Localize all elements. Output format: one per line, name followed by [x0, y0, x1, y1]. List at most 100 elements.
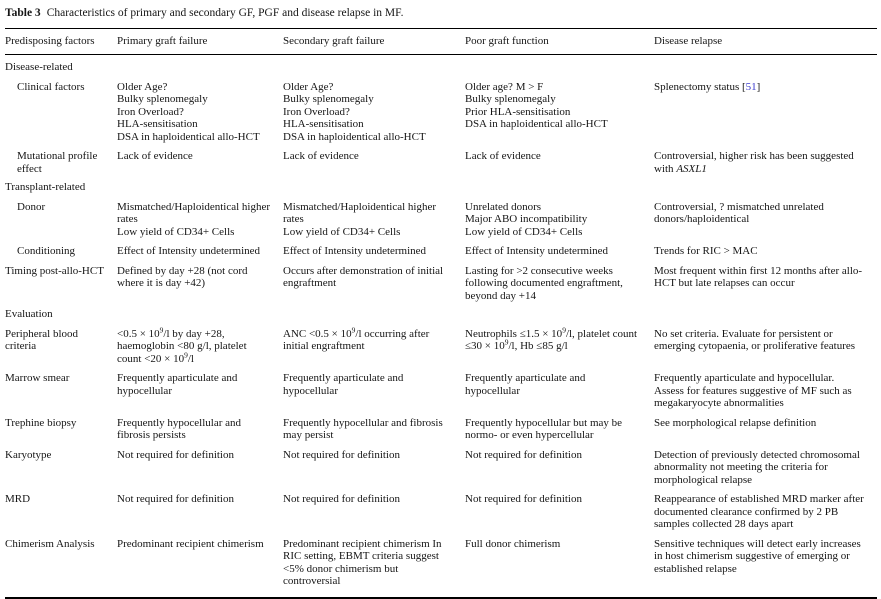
cell-line: Most frequent within first 12 months aft…: [654, 264, 863, 290]
cell-line: DSA in haploidentical allo-HCT: [283, 130, 426, 143]
cell-line: Frequently hypocellular but may be normo…: [465, 416, 623, 442]
cell-line: DSA in haploidentical allo-HCT: [117, 130, 260, 143]
table-row: Karyotype Not required for definition Not …: [5, 442, 877, 487]
cell-line: Neutrophils ≤1.5 × 109/l, platelet count…: [465, 324, 638, 352]
section-label: Disease-related: [5, 61, 73, 73]
table-cell: See morphological relapse definition: [654, 410, 877, 442]
table-caption: Table 3 Characteristics of primary and se…: [5, 6, 877, 20]
cell-line: Reappearance of established MRD marker a…: [654, 493, 864, 530]
table-cell: Not required for definition: [283, 486, 465, 531]
table-cell: Reappearance of established MRD marker a…: [654, 486, 877, 531]
table-cell: Not required for definition: [117, 486, 283, 531]
cell-line: Iron Overload?: [117, 105, 184, 118]
table-row: Peripheral blood criteria <0.5 × 109/l by…: [5, 321, 877, 366]
table-row: Donor Mismatched/Haploidentical higher ra…: [5, 194, 877, 239]
table-body: Disease-related Clinical factors Older Age…: [5, 55, 877, 598]
table-cell: Mismatched/Haploidentical higher rates Lo…: [117, 194, 283, 239]
superscript: 9: [159, 324, 164, 334]
table-cell: Controversial, higher risk has been sugg…: [654, 143, 877, 175]
table-header: Predisposing factors Primary graft failu…: [5, 28, 877, 55]
table-cell: Older Age? Bulky splenomegaly Iron Overloa…: [283, 74, 465, 144]
table-cell: Older age? M > F Bulky splenomegaly Prior …: [465, 74, 654, 144]
table-cell: ANC <0.5 × 109/l occurring after initial…: [283, 321, 465, 366]
cell-line: Predominant recipient chimerism: [117, 537, 264, 550]
table-cell: Lack of evidence: [465, 143, 654, 175]
column-header-primary-graft-failure: Primary graft failure: [117, 28, 283, 55]
cell-line: Bulky splenomegaly: [283, 93, 374, 105]
cell-line: Mismatched/Haploidentical higher rates: [283, 200, 437, 226]
cell-line: Full donor chimerism: [465, 537, 561, 550]
section-row: Evaluation: [5, 302, 877, 321]
table-cell: Frequently hypocellular and fibrosis per…: [117, 410, 283, 442]
cell-line: Older Age?: [117, 80, 168, 93]
table-cell: Full donor chimerism: [465, 531, 654, 598]
cell-line: Not required for definition: [283, 448, 400, 461]
cell-line: Low yield of CD34+ Cells: [283, 225, 401, 238]
cell-line: Defined by day +28 (not cord where it is…: [117, 264, 248, 290]
cell-line: Not required for definition: [117, 493, 234, 505]
cell-line: Effect of Intensity undetermined: [283, 245, 427, 257]
cell-line: Unrelated donors: [465, 200, 542, 213]
cell-line: Iron Overload?: [283, 105, 350, 118]
row-label: Marrow smear: [5, 372, 70, 384]
superscript: 9: [351, 324, 356, 334]
cell-line: Splenectomy status [51]: [654, 80, 761, 93]
cell-line: Low yield of CD34+ Cells: [465, 225, 583, 238]
table-cell: Frequently hypocellular and fibrosis may…: [283, 410, 465, 442]
table-row: Timing post-allo-HCT Defined by day +28 (…: [5, 258, 877, 303]
table-cell: Lack of evidence: [117, 143, 283, 175]
table-cell: Not required for definition: [117, 442, 283, 487]
superscript: 9: [184, 349, 188, 359]
table-cell: Detection of previously detected chromos…: [654, 442, 877, 487]
cell-line: Not required for definition: [117, 448, 234, 461]
table-cell: Frequently aparticulate and hypocellular: [465, 365, 654, 410]
table-row: Conditioning Effect of Intensity undeterm…: [5, 238, 877, 258]
cell-line: <0.5 × 109/l by day +28, haemoglobin <80…: [117, 324, 247, 365]
table-cell: Splenectomy status [51]: [654, 74, 877, 144]
cell-line: Not required for definition: [465, 493, 582, 505]
cell-line: Frequently aparticulate and hypocellular: [117, 372, 238, 397]
row-label: Peripheral blood criteria: [5, 327, 79, 353]
section-label: Evaluation: [5, 308, 53, 320]
table-cell: Frequently hypocellular but may be normo…: [465, 410, 654, 442]
cell-line: Lasting for >2 consecutive weeks followi…: [465, 264, 623, 302]
table-cell: Unrelated donors Major ABO incompatibilit…: [465, 194, 654, 239]
table-cell: Predominant recipient chimerism: [117, 531, 283, 598]
cell-line: Frequently aparticulate and hypocellular: [283, 372, 404, 397]
table-cell: No set criteria. Evaluate for persistent…: [654, 321, 877, 366]
table-cell: Trends for RIC > MAC: [654, 238, 877, 258]
table-cell: Not required for definition: [465, 442, 654, 487]
cell-line: Predominant recipient chimerism In RIC s…: [283, 537, 442, 588]
table-row: MRD Not required for definition Not requir…: [5, 486, 877, 531]
table-caption-text: Characteristics of primary and secondary…: [46, 7, 404, 19]
cell-line: Sensitive techniques will detect early i…: [654, 537, 861, 575]
table-row: Chimerism Analysis Predominant recipient …: [5, 531, 877, 598]
cell-line: Detection of previously detected chromos…: [654, 448, 860, 486]
row-label: Conditioning: [17, 245, 76, 257]
cell-line: HLA-sensitisation: [283, 118, 364, 130]
table-row: Clinical factors Older Age? Bulky splenome…: [5, 74, 877, 144]
row-label: Timing post-allo-HCT: [5, 264, 104, 277]
cell-line: Lack of evidence: [283, 150, 359, 162]
cell-line: See morphological relapse definition: [654, 416, 817, 429]
table-cell: Defined by day +28 (not cord where it is…: [117, 258, 283, 303]
table-cell: Lasting for >2 consecutive weeks followi…: [465, 258, 654, 303]
column-header-poor-graft-function: Poor graft function: [465, 28, 654, 55]
cell-line: Major ABO incompatibility: [465, 213, 588, 225]
cell-line: Prior HLA-sensitisation: [465, 105, 571, 118]
cell-line: No set criteria. Evaluate for persistent…: [654, 327, 856, 353]
table-cell: Effect of Intensity undetermined: [283, 238, 465, 258]
citation-link[interactable]: 51: [745, 80, 757, 93]
superscript: 9: [504, 337, 509, 347]
table-cell: Effect of Intensity undetermined: [117, 238, 283, 258]
row-label: Karyotype: [5, 448, 52, 461]
row-label: MRD: [5, 493, 31, 505]
table-cell: Most frequent within first 12 months aft…: [654, 258, 877, 303]
row-label: Clinical factors: [17, 80, 85, 93]
table-cell: Effect of Intensity undetermined: [465, 238, 654, 258]
section-label: Transplant-related: [5, 181, 86, 193]
table-caption-label: Table 3: [5, 7, 41, 19]
cell-line: Mismatched/Haploidentical higher rates: [117, 200, 271, 226]
cell-line: Trends for RIC > MAC: [654, 245, 758, 257]
table-cell: Mismatched/Haploidentical higher rates Lo…: [283, 194, 465, 239]
